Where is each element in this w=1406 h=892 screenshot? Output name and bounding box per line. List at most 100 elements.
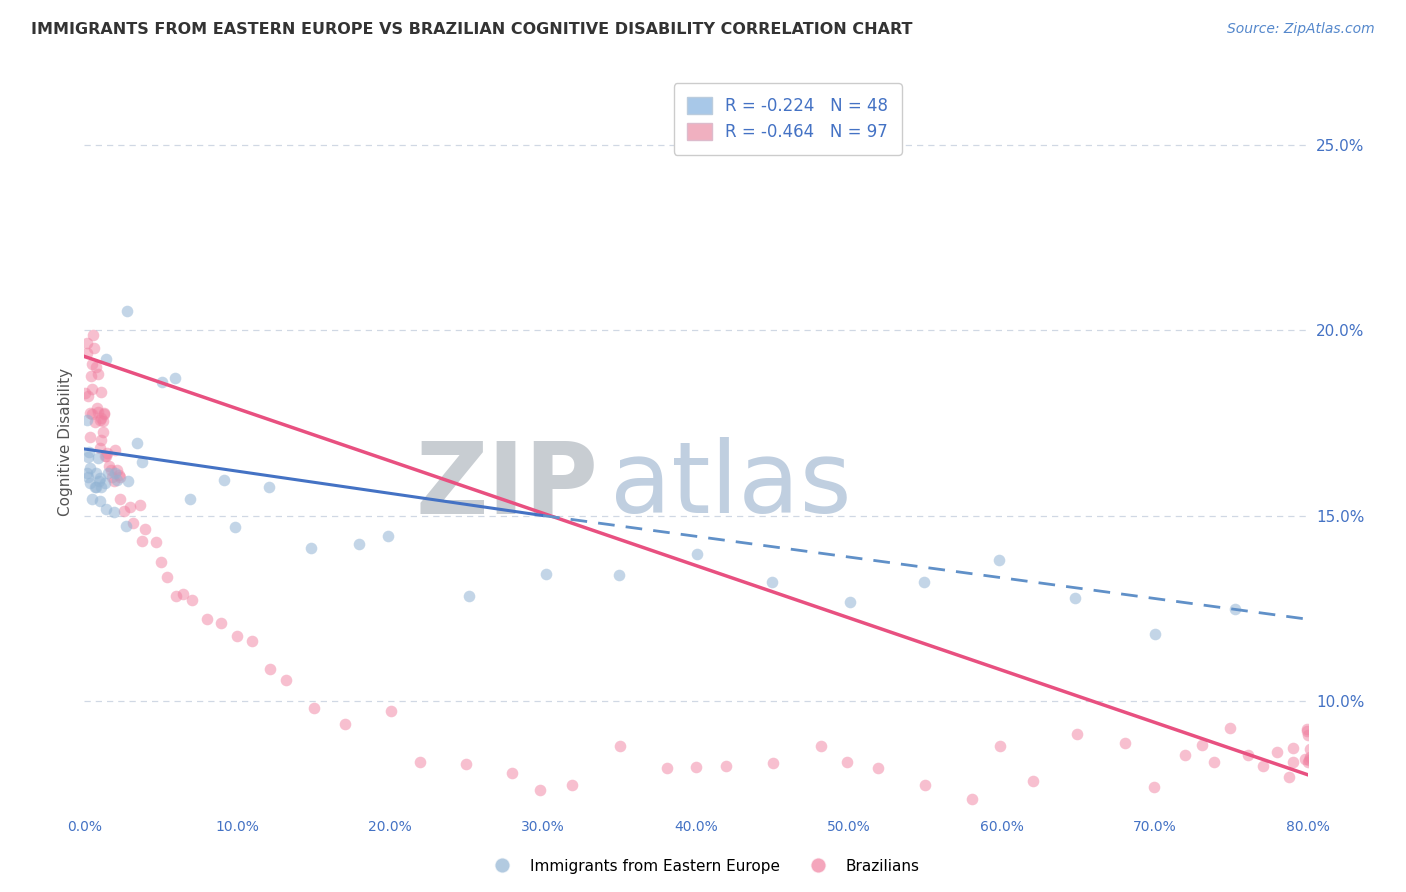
- Point: [179, 492, 201, 507]
- Point: [259, 661, 281, 675]
- Point: [172, 587, 194, 601]
- Point: [1143, 780, 1166, 794]
- Point: [529, 783, 551, 797]
- Point: [104, 466, 127, 480]
- Point: [380, 704, 402, 718]
- Point: [1191, 738, 1213, 752]
- Point: [89, 441, 111, 455]
- Point: [101, 470, 124, 484]
- Point: [89, 474, 111, 488]
- Point: [377, 529, 399, 543]
- Point: [276, 673, 298, 687]
- Point: [131, 534, 153, 549]
- Point: [1299, 742, 1322, 756]
- Point: [89, 471, 111, 485]
- Point: [127, 436, 149, 450]
- Point: [152, 376, 174, 390]
- Point: [107, 468, 129, 483]
- Point: [333, 716, 356, 731]
- Point: [761, 575, 783, 590]
- Text: Source: ZipAtlas.com: Source: ZipAtlas.com: [1227, 22, 1375, 37]
- Point: [83, 341, 105, 355]
- Point: [103, 504, 125, 518]
- Point: [1236, 748, 1258, 763]
- Point: [89, 413, 111, 427]
- Point: [225, 629, 247, 643]
- Text: atlas: atlas: [610, 437, 852, 534]
- Point: [79, 445, 101, 459]
- Point: [86, 401, 108, 416]
- Point: [84, 359, 107, 374]
- Legend: R = -0.224   N = 48, R = -0.464   N = 97: R = -0.224 N = 48, R = -0.464 N = 97: [673, 83, 901, 154]
- Point: [110, 491, 132, 506]
- Point: [94, 475, 117, 490]
- Point: [1296, 728, 1319, 742]
- Point: [181, 593, 204, 607]
- Point: [762, 756, 785, 770]
- Point: [1114, 736, 1136, 750]
- Point: [165, 589, 187, 603]
- Point: [93, 449, 115, 463]
- Point: [90, 411, 112, 425]
- Point: [79, 476, 101, 491]
- Point: [97, 467, 120, 481]
- Point: [120, 500, 142, 514]
- Point: [609, 739, 631, 753]
- Point: [105, 463, 128, 477]
- Point: [838, 595, 860, 609]
- Point: [1298, 750, 1320, 764]
- Point: [107, 474, 129, 488]
- Point: [87, 450, 110, 465]
- Point: [84, 480, 107, 494]
- Point: [1223, 601, 1246, 615]
- Point: [79, 461, 101, 475]
- Y-axis label: Cognitive Disability: Cognitive Disability: [58, 368, 73, 516]
- Point: [1265, 744, 1288, 758]
- Point: [149, 555, 172, 569]
- Point: [409, 755, 432, 769]
- Legend: Immigrants from Eastern Europe, Brazilians: Immigrants from Eastern Europe, Brazilia…: [481, 853, 925, 880]
- Point: [211, 615, 233, 630]
- Point: [1219, 721, 1241, 735]
- Text: IMMIGRANTS FROM EASTERN EUROPE VS BRAZILIAN COGNITIVE DISABILITY CORRELATION CHA: IMMIGRANTS FROM EASTERN EUROPE VS BRAZIL…: [31, 22, 912, 37]
- Point: [79, 430, 101, 444]
- Point: [87, 405, 110, 419]
- Point: [1064, 591, 1087, 605]
- Point: [82, 328, 104, 343]
- Point: [837, 755, 859, 769]
- Point: [121, 516, 143, 530]
- Point: [655, 761, 678, 775]
- Point: [1296, 723, 1319, 737]
- Point: [100, 463, 122, 477]
- Point: [1202, 755, 1225, 769]
- Point: [302, 701, 325, 715]
- Point: [87, 367, 110, 381]
- Point: [257, 480, 280, 494]
- Point: [83, 415, 105, 429]
- Point: [117, 474, 139, 488]
- Point: [156, 570, 179, 584]
- Point: [1294, 752, 1316, 766]
- Point: [91, 425, 114, 439]
- Point: [1022, 773, 1045, 788]
- Point: [1298, 755, 1320, 769]
- Point: [607, 568, 630, 582]
- Point: [76, 346, 98, 360]
- Text: ZIP: ZIP: [415, 437, 598, 534]
- Point: [73, 386, 96, 401]
- Point: [114, 504, 136, 518]
- Point: [84, 480, 107, 494]
- Point: [131, 455, 153, 469]
- Point: [77, 389, 100, 403]
- Point: [77, 450, 100, 464]
- Point: [686, 547, 709, 561]
- Point: [76, 467, 98, 481]
- Point: [534, 567, 557, 582]
- Point: [212, 473, 235, 487]
- Point: [115, 303, 138, 318]
- Point: [224, 520, 246, 534]
- Point: [714, 759, 737, 773]
- Point: [165, 371, 187, 385]
- Point: [79, 406, 101, 420]
- Point: [1066, 726, 1088, 740]
